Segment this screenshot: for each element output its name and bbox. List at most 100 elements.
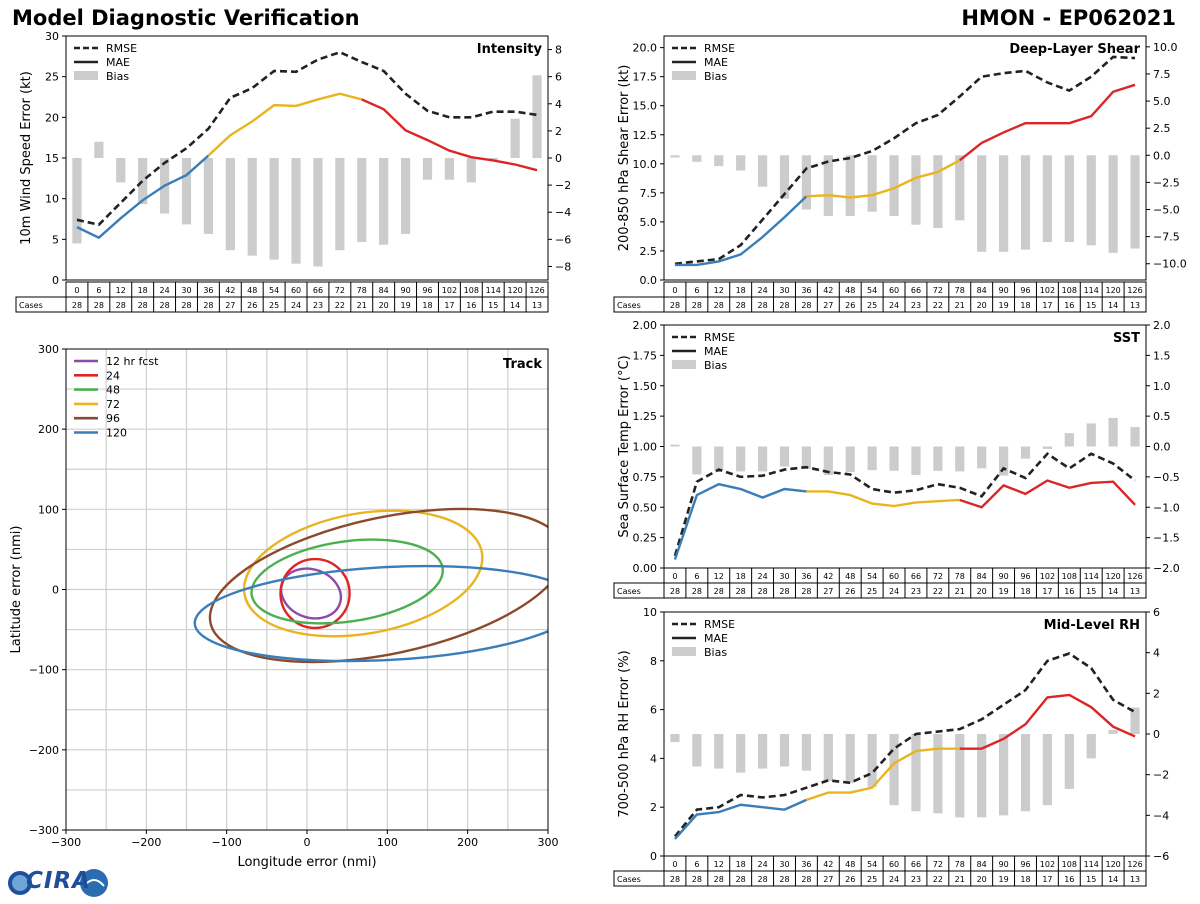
y-tick-label: 1.00: [633, 441, 658, 454]
y-tick-label: 2: [650, 801, 657, 814]
hour-cell: 48: [845, 572, 855, 581]
y2-tick-label: 1.0: [1153, 380, 1171, 393]
case-cell: 22: [933, 301, 943, 310]
bias-bar: [801, 155, 812, 210]
hour-cell: 120: [1105, 860, 1120, 869]
y-tick-label: 20.0: [633, 42, 658, 55]
y2-tick-label: 2.5: [1153, 122, 1171, 135]
bias-bar: [889, 734, 899, 806]
case-cell: 19: [998, 587, 1008, 596]
case-cell: 18: [1020, 875, 1030, 884]
hour-cell: 78: [955, 286, 965, 295]
y-tick-label: 10: [643, 606, 657, 619]
y-tick-label: 1.75: [633, 349, 658, 362]
case-cell: 22: [933, 875, 943, 884]
cira-logo: CIRA: [4, 866, 114, 900]
case-cell: 26: [845, 875, 855, 884]
legend-label: 96: [106, 412, 120, 425]
legend-label: 72: [106, 398, 120, 411]
legend-bias-swatch: [74, 71, 98, 80]
hour-cell: 96: [422, 286, 432, 295]
hour-cell: 66: [313, 286, 323, 295]
case-cell: 28: [801, 587, 811, 596]
case-cell: 15: [488, 301, 498, 310]
legend-bias-swatch: [672, 647, 696, 656]
case-cell: 25: [867, 301, 877, 310]
bias-bar: [203, 158, 214, 234]
bias-bar: [313, 158, 323, 267]
case-cell: 23: [313, 301, 323, 310]
hour-cell: 30: [181, 286, 191, 295]
cases-label: Cases: [617, 301, 641, 310]
y-tick-label: 0.50: [633, 501, 658, 514]
bias-bar: [1020, 734, 1031, 812]
case-cell: 20: [977, 301, 987, 310]
legend-bias-label: Bias: [106, 70, 129, 83]
bias-bar: [998, 734, 1009, 816]
hour-cell: 66: [911, 286, 921, 295]
hour-cell: 108: [464, 286, 479, 295]
case-cell: 14: [1108, 587, 1118, 596]
bias-bar: [845, 734, 855, 783]
bias-bar: [357, 158, 367, 243]
bias-bar: [670, 734, 680, 743]
case-cell: 24: [889, 587, 899, 596]
y-tick-label: 0: [650, 850, 657, 863]
hour-cell: 84: [977, 286, 987, 295]
bias-bar: [1108, 155, 1118, 253]
bias-bar: [1020, 155, 1031, 250]
y2-tick-label: 8: [555, 44, 562, 57]
y2-tick-label: −7.5: [1153, 231, 1180, 244]
bias-bar: [779, 734, 790, 767]
y-tick-label: 200: [38, 423, 59, 436]
y-axis-label: 10m Wind Speed Error (kt): [19, 71, 34, 245]
mae-line-segment: [959, 693, 1136, 750]
y2-tick-label: −4: [1153, 809, 1169, 822]
bias-bar: [911, 446, 921, 476]
cases-row: [613, 870, 1147, 887]
hour-cell: 24: [757, 572, 767, 581]
y2-tick-label: 5.0: [1153, 95, 1171, 108]
hour-cell: 6: [694, 286, 699, 295]
bias-bar: [911, 155, 921, 225]
bias-bar: [933, 734, 943, 814]
y-tick-label: 15.0: [633, 100, 658, 113]
bias-bar: [692, 155, 702, 162]
y2-tick-label: 1.5: [1153, 349, 1171, 362]
legend-rmse-label: RMSE: [704, 42, 735, 55]
case-cell: 28: [714, 301, 724, 310]
panel-title: SST: [1113, 331, 1140, 346]
bias-bar: [757, 155, 768, 187]
ellipse-group: [193, 507, 548, 664]
hour-cell: 126: [1127, 286, 1142, 295]
case-cell: 22: [933, 587, 943, 596]
bias-bar: [867, 446, 877, 471]
legend-mae-label: MAE: [106, 56, 130, 69]
hour-cell: 18: [138, 286, 148, 295]
hour-cell: 108: [1062, 860, 1077, 869]
bias-bar: [1020, 446, 1031, 459]
x-tick-label: −100: [212, 836, 242, 849]
legend-rmse-label: RMSE: [704, 331, 735, 344]
y-tick-label: 7.5: [640, 187, 658, 200]
y-tick-label: 100: [38, 503, 59, 516]
hour-cell: 24: [757, 286, 767, 295]
rmse-line: [76, 50, 538, 227]
case-cell: 20: [977, 875, 987, 884]
y2-tick-label: −2: [1153, 769, 1169, 782]
y-tick-label: 20: [45, 111, 59, 124]
mae-line-segment: [76, 154, 210, 240]
y2-tick-label: −6: [1153, 850, 1169, 863]
case-cell: 28: [203, 301, 213, 310]
hour-cell: 66: [911, 572, 921, 581]
case-cell: 24: [889, 875, 899, 884]
hour-cell: 96: [1020, 860, 1030, 869]
y-tick-label: 10.0: [633, 158, 658, 171]
panel-title: Deep-Layer Shear: [1009, 42, 1140, 57]
bias-bar: [116, 158, 126, 183]
bias-bar: [1130, 707, 1140, 734]
hour-cell: 12: [116, 286, 126, 295]
hour-cell: 114: [1084, 286, 1099, 295]
bias-bar: [1108, 417, 1118, 447]
bias-bar: [692, 734, 702, 767]
